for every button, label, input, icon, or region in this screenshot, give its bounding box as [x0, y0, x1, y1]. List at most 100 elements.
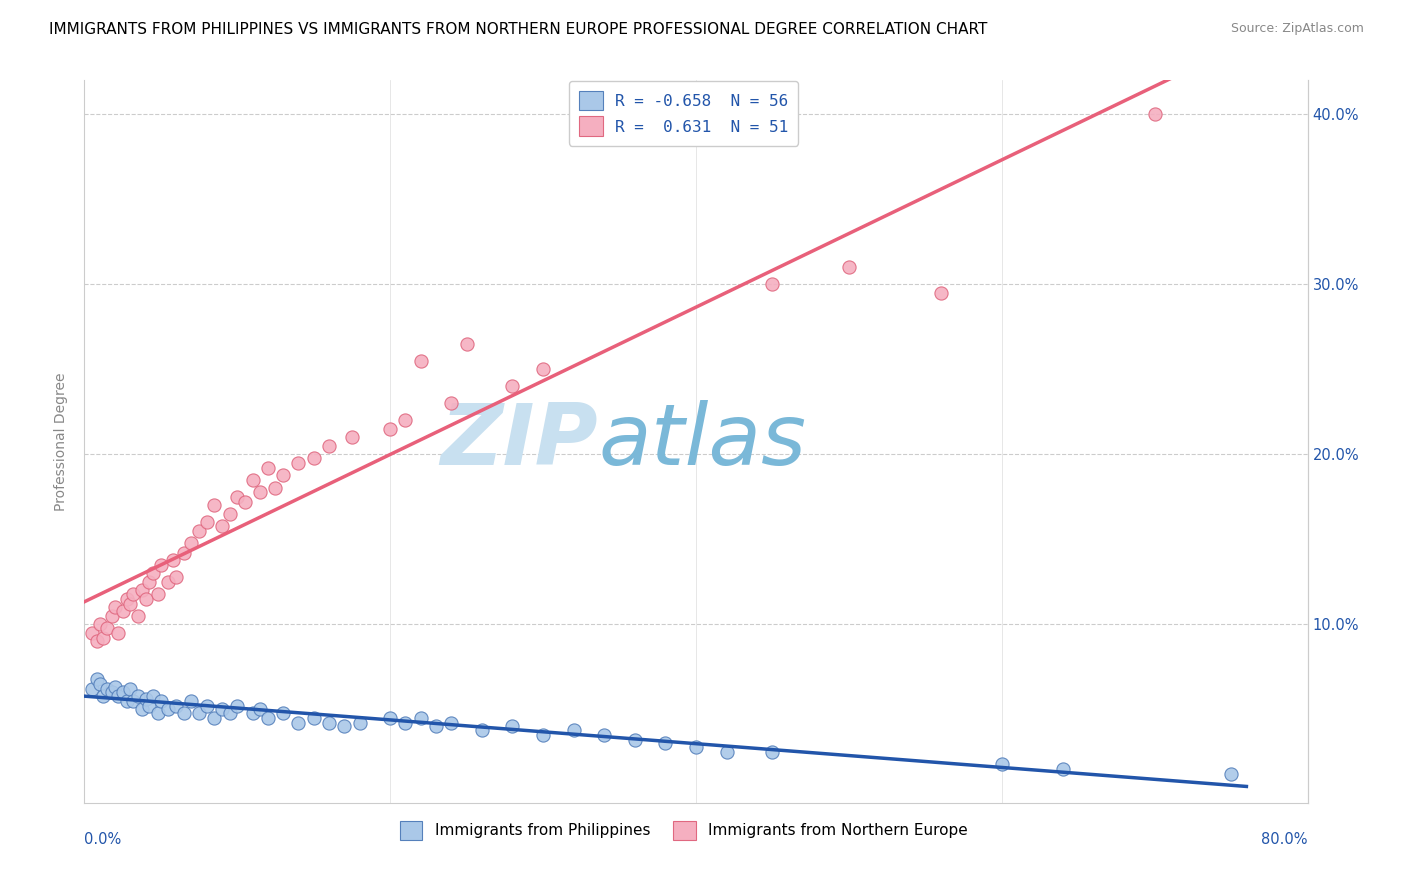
Point	[761, 745, 783, 759]
Point	[195, 516, 218, 530]
Point	[111, 604, 134, 618]
Point	[991, 756, 1014, 771]
Point	[104, 680, 127, 694]
Point	[138, 574, 160, 589]
Point	[218, 507, 240, 521]
Point	[257, 461, 280, 475]
Point	[531, 728, 554, 742]
Point	[226, 490, 249, 504]
Point	[318, 439, 340, 453]
Point	[142, 566, 165, 581]
Point	[188, 524, 211, 538]
Point	[202, 498, 225, 512]
Point	[318, 715, 340, 730]
Point	[761, 277, 783, 292]
Point	[218, 706, 240, 720]
Point	[302, 450, 325, 465]
Point	[271, 706, 294, 720]
Point	[86, 672, 108, 686]
Point	[162, 552, 184, 566]
Point	[180, 694, 202, 708]
Point	[929, 285, 952, 300]
Point	[149, 558, 172, 572]
Point	[1220, 767, 1243, 781]
Point	[838, 260, 860, 275]
Point	[380, 422, 402, 436]
Point	[502, 719, 524, 733]
Point	[89, 677, 111, 691]
Point	[91, 689, 114, 703]
Point	[202, 711, 225, 725]
Point	[593, 728, 616, 742]
Point	[394, 715, 416, 730]
Point	[531, 362, 554, 376]
Point	[249, 484, 271, 499]
Point	[101, 608, 124, 623]
Point	[257, 711, 280, 725]
Point	[685, 739, 707, 754]
Text: atlas: atlas	[598, 400, 806, 483]
Point	[287, 456, 309, 470]
Point	[211, 518, 233, 533]
Point	[157, 574, 180, 589]
Point	[165, 698, 187, 713]
Point	[135, 692, 157, 706]
Point	[425, 719, 447, 733]
Point	[80, 681, 103, 696]
Point	[173, 546, 195, 560]
Point	[340, 430, 363, 444]
Text: 0.0%: 0.0%	[84, 831, 121, 847]
Point	[249, 702, 271, 716]
Point	[146, 587, 169, 601]
Point	[135, 591, 157, 606]
Legend: Immigrants from Philippines, Immigrants from Northern Europe: Immigrants from Philippines, Immigrants …	[394, 815, 974, 846]
Text: Source: ZipAtlas.com: Source: ZipAtlas.com	[1230, 22, 1364, 36]
Point	[233, 495, 256, 509]
Y-axis label: Professional Degree: Professional Degree	[55, 372, 69, 511]
Point	[624, 732, 647, 747]
Point	[115, 694, 138, 708]
Point	[131, 583, 153, 598]
Point	[188, 706, 211, 720]
Point	[111, 685, 134, 699]
Point	[1052, 762, 1074, 776]
Point	[122, 694, 145, 708]
Point	[157, 702, 180, 716]
Point	[138, 698, 160, 713]
Point	[440, 715, 463, 730]
Point	[333, 719, 356, 733]
Point	[96, 621, 118, 635]
Point	[120, 681, 142, 696]
Point	[562, 723, 585, 737]
Point	[131, 702, 153, 716]
Point	[173, 706, 195, 720]
Point	[502, 379, 524, 393]
Point	[107, 689, 129, 703]
Point	[120, 597, 142, 611]
Point	[89, 617, 111, 632]
Point	[86, 634, 108, 648]
Point	[242, 706, 264, 720]
Point	[101, 685, 124, 699]
Point	[471, 723, 494, 737]
Point	[165, 570, 187, 584]
Point	[122, 587, 145, 601]
Point	[115, 591, 138, 606]
Point	[654, 736, 676, 750]
Point	[302, 711, 325, 725]
Point	[409, 711, 432, 725]
Point	[380, 711, 402, 725]
Point	[149, 694, 172, 708]
Point	[287, 715, 309, 730]
Point	[456, 336, 478, 351]
Point	[409, 353, 432, 368]
Point	[142, 689, 165, 703]
Point	[716, 745, 738, 759]
Point	[127, 608, 149, 623]
Text: IMMIGRANTS FROM PHILIPPINES VS IMMIGRANTS FROM NORTHERN EUROPE PROFESSIONAL DEGR: IMMIGRANTS FROM PHILIPPINES VS IMMIGRANT…	[49, 22, 987, 37]
Text: ZIP: ZIP	[440, 400, 598, 483]
Point	[242, 473, 264, 487]
Point	[96, 681, 118, 696]
Point	[394, 413, 416, 427]
Point	[127, 689, 149, 703]
